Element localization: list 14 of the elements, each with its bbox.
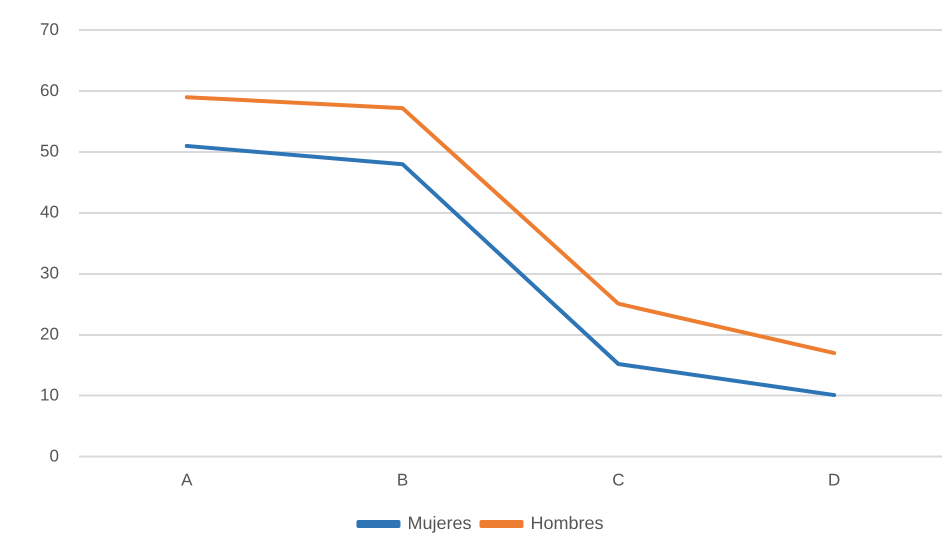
x-tick-label: A [181, 470, 194, 490]
x-tick-label: D [828, 470, 840, 490]
y-tick-label: 10 [40, 385, 59, 404]
legend-label: Mujeres [407, 512, 472, 533]
x-tick-label: C [612, 470, 624, 490]
y-tick-label: 60 [40, 80, 59, 100]
y-tick-label: 30 [40, 264, 59, 283]
y-tick-label: 50 [40, 142, 59, 161]
y-tick-label: 40 [40, 202, 59, 222]
y-tick-label: 0 [49, 446, 59, 466]
y-tick-label: 70 [40, 20, 59, 39]
y-tick-label: 20 [40, 324, 59, 344]
legend-label: Hombres [530, 512, 604, 533]
x-tick-label: B [396, 470, 408, 490]
